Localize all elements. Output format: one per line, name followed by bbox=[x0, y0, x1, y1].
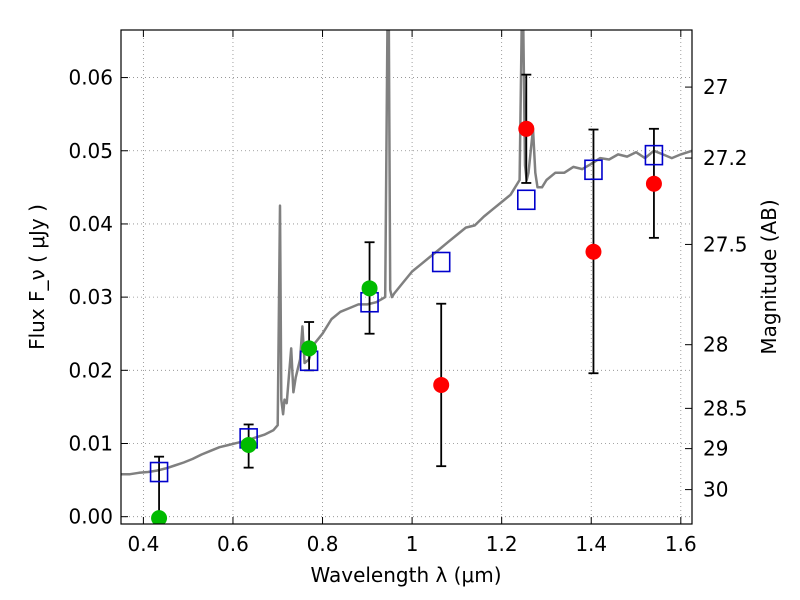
y-axis-label: Flux F_ν ( μJy ) bbox=[25, 204, 49, 350]
x-tick-label: 1.4 bbox=[575, 532, 607, 556]
y-tick-label: 0.01 bbox=[68, 431, 113, 455]
x-tick-label: 1.6 bbox=[665, 532, 697, 556]
model-photometry-square bbox=[584, 159, 603, 181]
model-photometry-square bbox=[431, 251, 451, 273]
red-point bbox=[645, 175, 662, 192]
y-tick-label: 0.03 bbox=[68, 285, 113, 309]
detection-point bbox=[361, 280, 378, 297]
detection-point bbox=[301, 340, 318, 357]
x-tick-label: 0.6 bbox=[217, 532, 249, 556]
x-tick-label: 1 bbox=[406, 532, 419, 556]
red-point bbox=[433, 376, 450, 393]
detection-point bbox=[240, 436, 257, 453]
axis-ticks: 0.4 0.6 0.8 1 1.2 1.4 1.6 0.00 0.01 0.02 0.03 0.04 0… bbox=[68, 30, 748, 556]
y-right-tick-label: 27.5 bbox=[703, 232, 748, 256]
y-right-tick-label: 29 bbox=[703, 437, 728, 461]
model-photometry-square bbox=[149, 461, 169, 483]
model-photometry-square bbox=[644, 144, 664, 166]
model-photometry-square bbox=[516, 189, 536, 211]
y-right-axis-label: Magnitude (AB) bbox=[757, 199, 781, 354]
y-tick-label: 0.00 bbox=[68, 505, 113, 529]
y-right-tick-label: 27.2 bbox=[703, 146, 748, 170]
plot-frame bbox=[120, 29, 693, 525]
y-tick-label: 0.06 bbox=[68, 66, 113, 90]
y-right-tick-label: 28 bbox=[703, 333, 728, 357]
observed-points bbox=[151, 120, 662, 524]
y-tick-label: 0.05 bbox=[68, 139, 113, 163]
detection-point bbox=[151, 510, 168, 524]
x-axis-label: Wavelength λ (μm) bbox=[310, 563, 501, 587]
x-tick-label: 0.4 bbox=[127, 532, 159, 556]
y-right-tick-label: 28.5 bbox=[703, 396, 748, 420]
x-tick-label: 1.2 bbox=[486, 532, 518, 556]
red-point bbox=[585, 243, 602, 260]
y-right-tick-label: 30 bbox=[703, 478, 728, 502]
y-tick-label: 0.02 bbox=[68, 358, 113, 382]
x-tick-label: 0.8 bbox=[307, 532, 339, 556]
y-right-tick-label: 27 bbox=[703, 75, 728, 99]
y-tick-label: 0.04 bbox=[68, 212, 113, 236]
red-point bbox=[518, 120, 535, 137]
